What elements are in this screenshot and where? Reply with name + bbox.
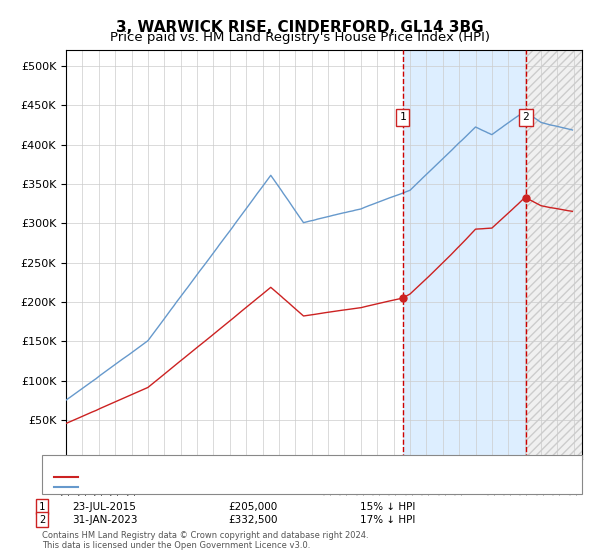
- Text: Price paid vs. HM Land Registry's House Price Index (HPI): Price paid vs. HM Land Registry's House …: [110, 31, 490, 44]
- Text: HPI: Average price, detached house, Forest of Dean: HPI: Average price, detached house, Fore…: [84, 482, 353, 492]
- Text: £332,500: £332,500: [228, 515, 277, 525]
- Text: 31-JAN-2023: 31-JAN-2023: [72, 515, 137, 525]
- Bar: [526, 50, 582, 459]
- Text: 1: 1: [39, 502, 45, 512]
- Bar: [403, 50, 526, 459]
- Text: 23-JUL-2015: 23-JUL-2015: [72, 502, 136, 512]
- Text: 3, WARWICK RISE, CINDERFORD, GL14 3BG: 3, WARWICK RISE, CINDERFORD, GL14 3BG: [116, 20, 484, 35]
- Text: 17% ↓ HPI: 17% ↓ HPI: [360, 515, 415, 525]
- Text: 2: 2: [523, 112, 529, 122]
- Text: 2: 2: [39, 515, 45, 525]
- Text: 1: 1: [399, 112, 406, 122]
- Text: Contains HM Land Registry data © Crown copyright and database right 2024.
This d: Contains HM Land Registry data © Crown c…: [42, 530, 368, 550]
- Text: £205,000: £205,000: [228, 502, 277, 512]
- Text: 15% ↓ HPI: 15% ↓ HPI: [360, 502, 415, 512]
- Text: 3, WARWICK RISE, CINDERFORD, GL14 3BG (detached house): 3, WARWICK RISE, CINDERFORD, GL14 3BG (d…: [84, 472, 404, 482]
